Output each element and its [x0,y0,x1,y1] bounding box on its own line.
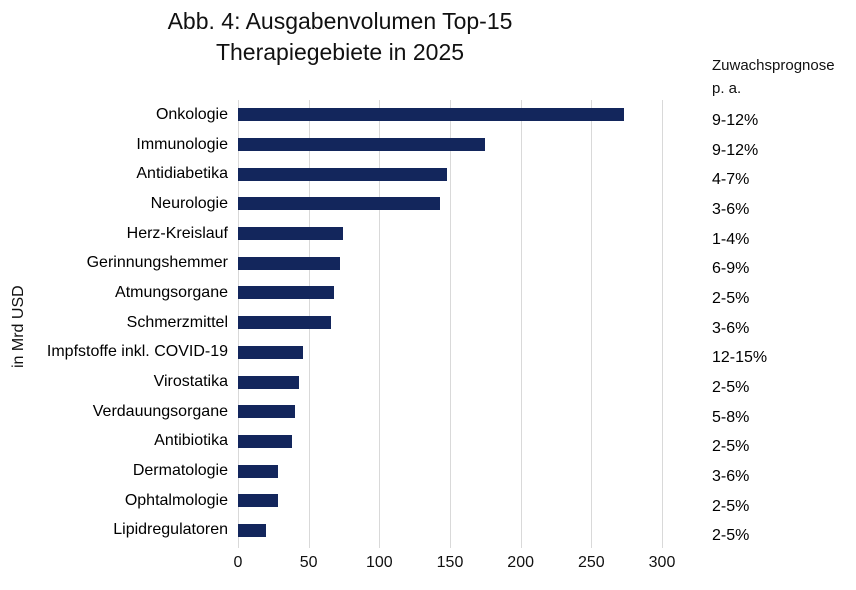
bar-row [238,100,662,130]
growth-forecast-value: 6-9% [712,260,750,278]
category-label: Antidiabetika [136,165,228,183]
category-label: Impfstoffe inkl. COVID-19 [46,343,228,361]
gridline-x-300 [662,100,663,548]
x-tick-label-200: 200 [507,554,535,571]
category-label: Herz-Kreislauf [126,224,228,242]
x-tick-label-100: 100 [365,554,393,571]
gridline-x-150 [450,100,451,548]
growth-forecast-value: 3-6% [712,468,750,486]
growth-forecast-value: 12-15% [712,349,768,367]
growth-forecast-value: 2-5% [712,527,750,545]
chart-title-line2: Therapiegebiete in 2025 [215,39,465,65]
category-label: Dermatologie [132,462,228,480]
bar [238,434,292,448]
bar [238,167,448,181]
chart-title-line1: Abb. 4: Ausgabenvolumen Top-15 [167,8,513,34]
bar-row [238,516,662,546]
growth-forecast-header-line2: p. a. [712,80,742,97]
x-tick-label-50: 50 [299,554,318,571]
chart-title: Abb. 4: Ausgabenvolumen Top-15 Therapieg… [0,6,680,68]
growth-forecast-value: 3-6% [712,319,750,337]
category-label: Virostatika [153,373,228,391]
bar-row [238,278,662,308]
category-label: Antibiotika [154,432,228,450]
bar [238,286,335,300]
growth-forecast-value: 1-4% [712,230,750,248]
bar-row [238,367,662,397]
bar-row [238,338,662,368]
gridline-x-100 [379,100,381,548]
category-label: Ophtalmologie [124,491,228,509]
bar [238,375,299,389]
bar [238,494,278,508]
bar-chart: Onkologie Immunologie Antidiabetika Neurolo… [0,100,856,548]
growth-forecast-value: 9-12% [712,141,759,159]
gridline-x-250 [591,100,593,548]
category-label: Lipidregulatoren [113,521,228,539]
bar-row [238,130,662,160]
growth-forecast-column: 9-12% 9-12% 4-7% 3-6% 1-4% 6-9% 2-5% 3-6% 12-15%… [662,100,856,545]
plot-area [238,100,663,548]
bar-row [238,219,662,249]
growth-forecast-value: 5-8% [712,408,750,426]
bar-row [238,159,662,189]
x-tick-label-150: 150 [436,554,464,571]
category-label: Immunologie [136,135,228,153]
bar [238,256,340,270]
bar [238,316,332,330]
growth-forecast-value: 2-5% [712,438,750,456]
bar [238,523,267,537]
growth-forecast-value: 2-5% [712,379,750,397]
growth-forecast-header-line1: Zuwachsprognose [712,57,835,74]
bar [238,345,303,359]
category-label: Atmungsorgane [115,283,228,301]
category-label: Verdauungsorgane [92,402,228,420]
x-axis-tick-labels: 0 50 100 150 200 250 300 [234,554,676,576]
bar-row [238,248,662,278]
bar [238,464,278,478]
category-label: Schmerzmittel [126,313,228,331]
bar-row [238,427,662,457]
category-label: Gerinnungshemmer [86,254,228,272]
growth-forecast-value: 9-12% [712,111,759,129]
x-tick-label-250: 250 [577,554,605,571]
category-labels-column: Onkologie Immunologie Antidiabetika Neurolo… [0,100,238,545]
x-tick-label-300: 300 [648,554,676,571]
growth-forecast-value: 4-7% [712,171,750,189]
bar-row [238,189,662,219]
bar-row [238,308,662,338]
x-tick-label-0: 0 [233,554,243,571]
bar [238,227,343,241]
bar [238,405,295,419]
bar [238,197,441,211]
growth-forecast-value: 2-5% [712,497,750,515]
bar-row [238,456,662,486]
growth-forecast-value: 2-5% [712,289,750,307]
bar-row [238,486,662,516]
category-label: Neurologie [150,194,228,212]
bar [238,108,624,122]
growth-forecast-header: Zuwachsprognose p. a. [712,54,835,100]
gridline-x-200 [520,100,522,548]
growth-forecast-value: 3-6% [712,200,750,218]
category-label: Onkologie [155,105,228,123]
bar-row [238,397,662,427]
bar [238,138,486,152]
